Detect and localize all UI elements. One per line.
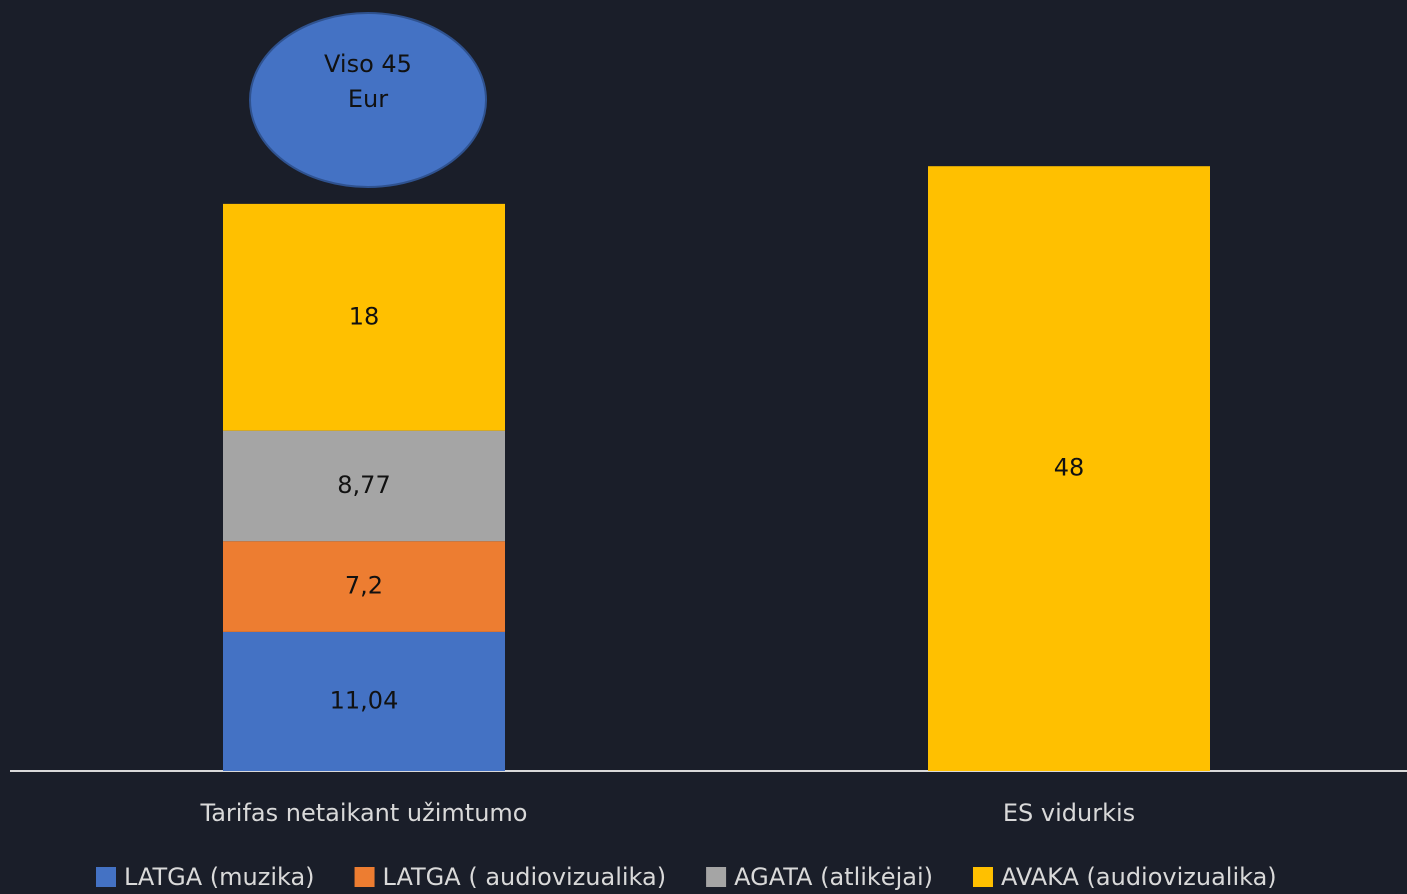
legend-label: AVAKA (audiovizualika): [1001, 863, 1277, 891]
bar-segment: [223, 203, 505, 431]
legend-swatch: [706, 867, 727, 887]
x-tick-label: ES vidurkis: [1003, 799, 1135, 827]
legend-label: LATGA (muzika): [124, 863, 315, 891]
legend-swatch: [972, 867, 993, 887]
bar-segment: [223, 430, 505, 542]
data-label: 11,04: [330, 686, 399, 714]
data-label: 7,2: [345, 572, 383, 600]
data-label: 8,77: [337, 471, 390, 499]
annotation: Viso 45 Eur: [324, 50, 412, 113]
data-label: 48: [1054, 454, 1085, 482]
data-label: 18: [349, 302, 380, 330]
x-tick-label: Tarifas netaikant užimtumo: [200, 799, 528, 827]
bar-segment: [223, 631, 505, 771]
total-bubble: [249, 12, 487, 188]
bar-segment: [223, 541, 505, 632]
legend-label: AGATA (atlikėjai): [734, 863, 933, 891]
legend-swatch: [96, 867, 116, 887]
legend-swatch: [354, 867, 375, 887]
legend-label: LATGA ( audiovizualika): [383, 863, 667, 891]
bar-segment: [928, 166, 1210, 771]
